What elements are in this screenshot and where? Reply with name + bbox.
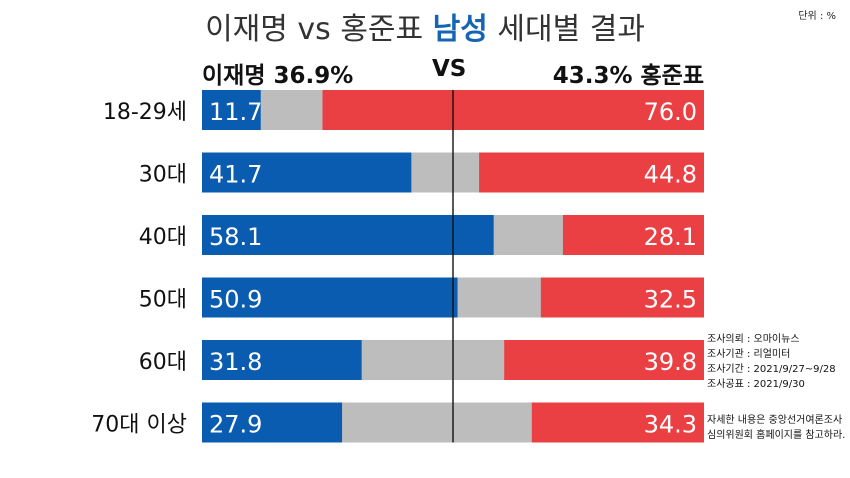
- title-suffix: 세대별 결과: [487, 12, 645, 47]
- footnote-line-1: 자세한 내용은 중앙선거여론조사: [707, 415, 843, 426]
- left-value-label: 27.9: [209, 411, 262, 439]
- note-client: 조사의뢰 : 오마이뉴스: [707, 334, 800, 345]
- right-value-label: 34.3: [644, 411, 697, 439]
- left-bar: [202, 90, 261, 130]
- right-value-label: 28.1: [644, 223, 697, 251]
- left-value-label: 11.7: [209, 98, 262, 126]
- note-published: 조사공표 : 2021/9/30: [707, 379, 805, 390]
- category-label: 50대: [139, 288, 187, 313]
- right-candidate-total: 43.3% 홍준표: [552, 63, 704, 89]
- left-bar: [202, 215, 494, 255]
- note-period: 조사기간 : 2021/9/27~9/28: [707, 364, 836, 375]
- right-bar: [504, 340, 704, 380]
- left-value-label: 31.8: [209, 348, 262, 376]
- left-value-label: 41.7: [209, 161, 262, 189]
- left-value-label: 50.9: [209, 286, 262, 314]
- right-value-label: 44.8: [644, 161, 697, 189]
- note-agency: 조사기관 : 리얼미터: [707, 349, 791, 360]
- category-label: 30대: [139, 163, 187, 188]
- left-bar: [202, 340, 362, 380]
- right-bar: [531, 402, 704, 443]
- category-label: 40대: [139, 225, 187, 250]
- survey-notes: 조사의뢰 : 오마이뉴스 조사기관 : 리얼미터 조사기간 : 2021/9/2…: [707, 332, 836, 392]
- footnote: 자세한 내용은 중앙선거여론조사 심의위원회 홈페이지를 참고하라.: [707, 413, 845, 443]
- category-label: 70대 이상: [91, 413, 187, 438]
- left-bar: [202, 277, 458, 318]
- left-bar: [202, 402, 343, 443]
- chart-title: 이재명 vs 홍준표 남성 세대별 결과: [0, 4, 850, 48]
- right-value-label: 32.5: [644, 286, 697, 314]
- title-prefix: 이재명 vs 홍준표: [205, 12, 433, 47]
- left-bar: [202, 152, 412, 193]
- category-label: 18-29세: [103, 100, 187, 125]
- category-label: 60대: [139, 350, 187, 375]
- footnote-line-2: 심의위원회 홈페이지를 참고하라.: [707, 430, 846, 441]
- title-highlight: 남성: [432, 12, 488, 47]
- right-value-label: 39.8: [644, 348, 697, 376]
- right-value-label: 76.0: [644, 98, 697, 126]
- right-bar: [540, 277, 704, 318]
- unit-label: 단위 : %: [798, 11, 836, 22]
- right-bar: [562, 215, 704, 255]
- left-candidate-total: 이재명 36.9%: [202, 63, 354, 89]
- vs-label: VS: [432, 56, 467, 82]
- left-value-label: 58.1: [209, 223, 262, 251]
- right-bar: [479, 152, 704, 193]
- right-bar: [322, 90, 704, 130]
